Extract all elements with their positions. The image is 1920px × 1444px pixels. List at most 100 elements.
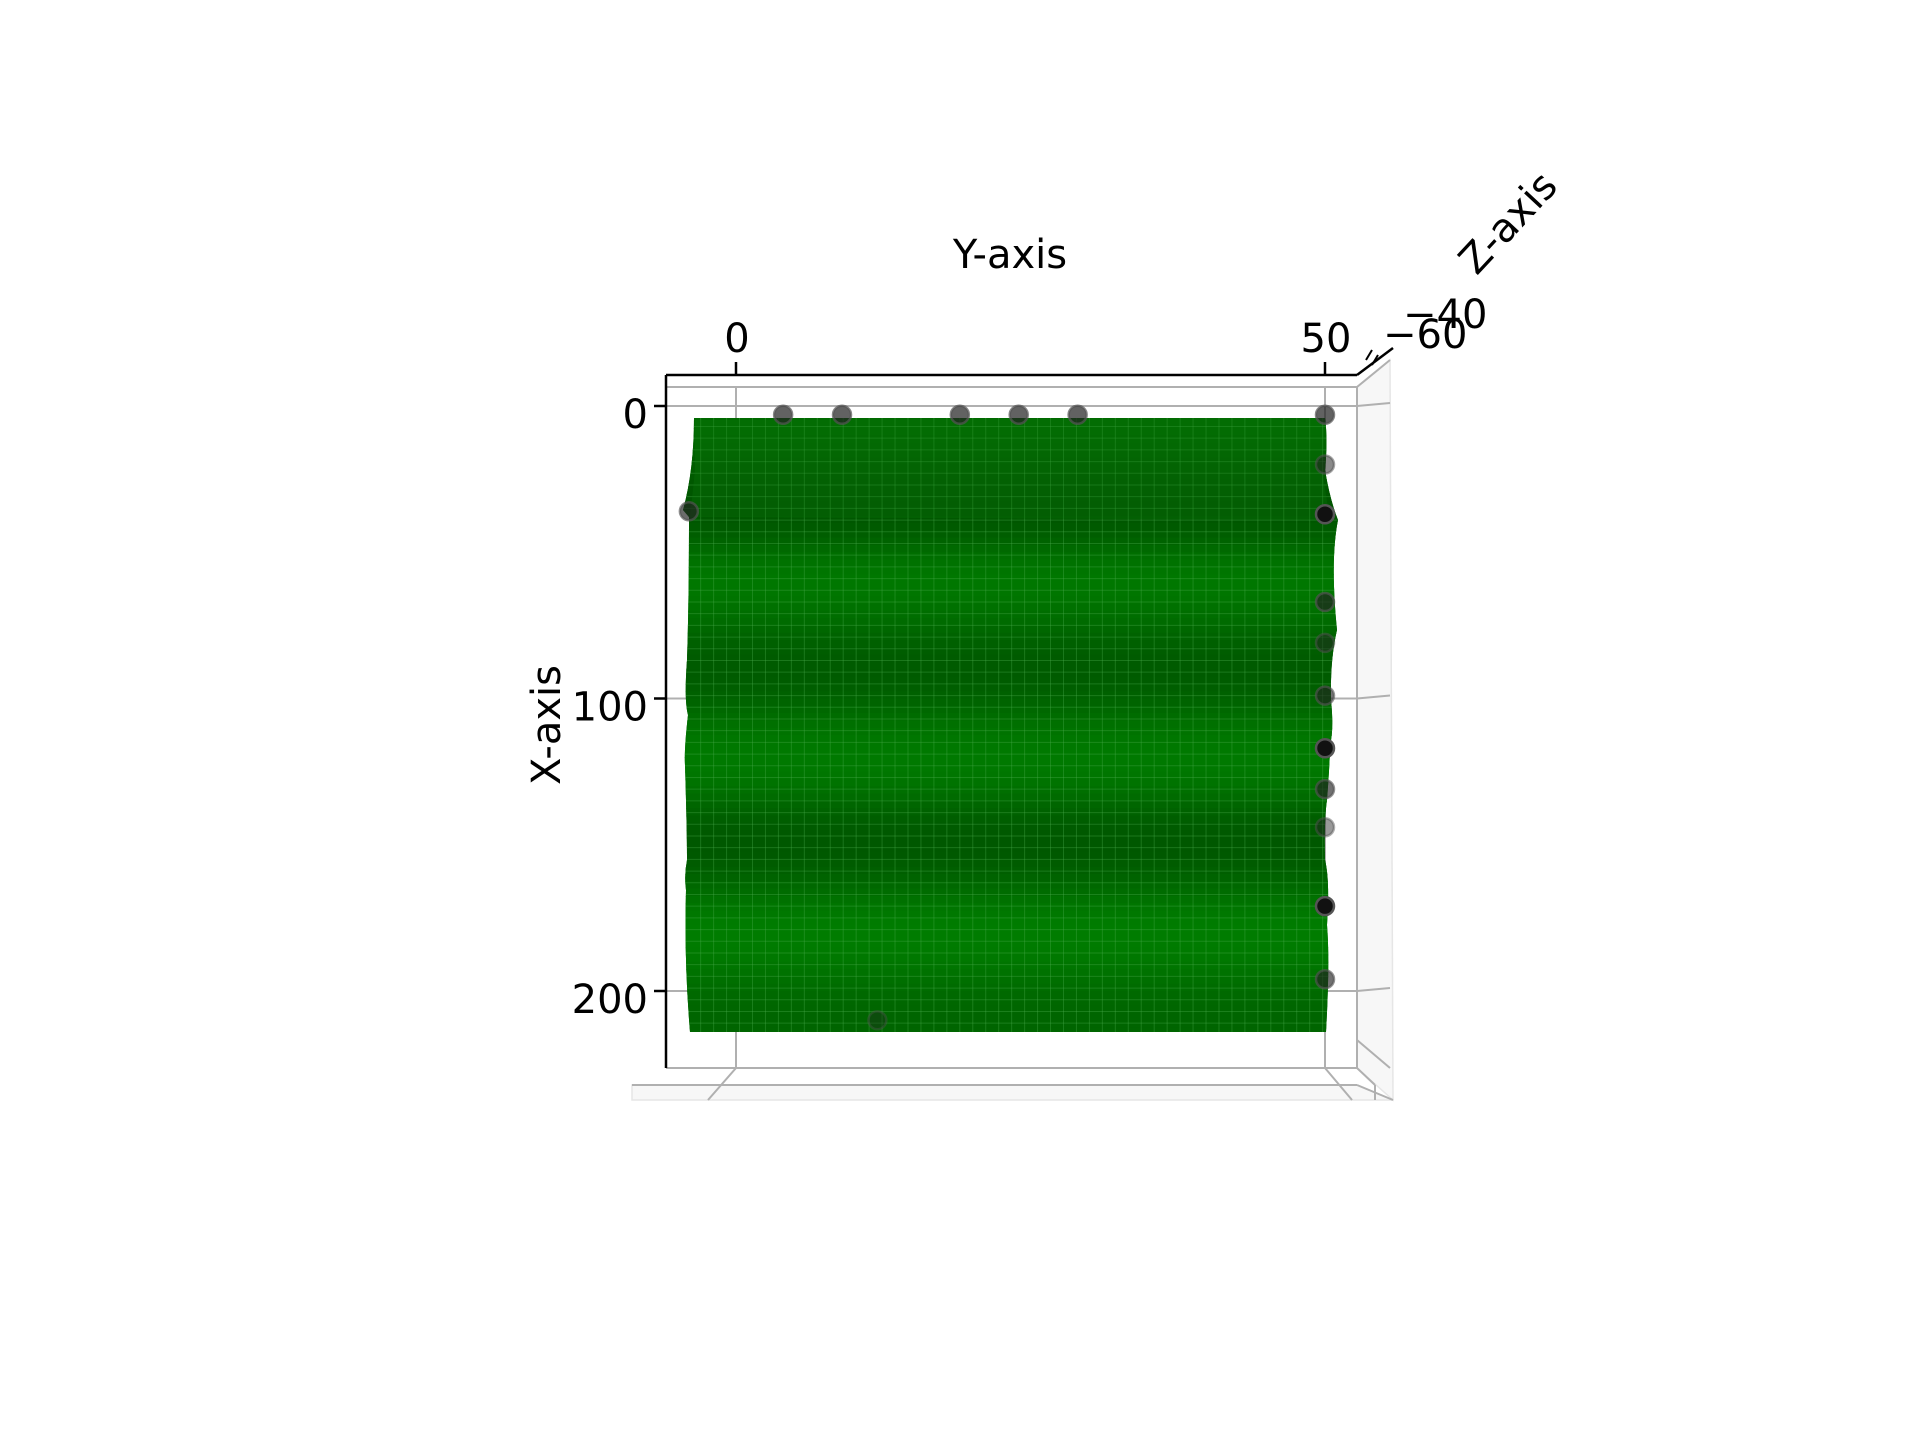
surface-band xyxy=(683,464,1338,473)
scatter-series-front xyxy=(678,404,1336,1031)
surface-band xyxy=(683,559,1338,568)
surface-band xyxy=(683,969,1338,978)
scatter-point xyxy=(1314,737,1336,759)
surface-band xyxy=(683,961,1338,971)
surface-band xyxy=(683,610,1338,620)
scatter-point xyxy=(1314,591,1336,613)
surface-band xyxy=(683,574,1338,583)
surface-band xyxy=(683,683,1338,693)
box-edge xyxy=(1356,1039,1391,1069)
scatter-point xyxy=(1314,404,1336,426)
box-edge xyxy=(1324,1067,1353,1101)
box-edge xyxy=(1356,1067,1376,1086)
surface-band xyxy=(683,552,1338,561)
surface-band xyxy=(683,888,1338,897)
surface-band xyxy=(683,917,1338,927)
surface-band xyxy=(683,625,1338,634)
surface-band xyxy=(683,991,1338,1000)
surface-band xyxy=(683,822,1338,832)
surface-band xyxy=(683,442,1338,451)
surface-band xyxy=(683,874,1338,883)
surface-band xyxy=(683,998,1338,1007)
scatter-point xyxy=(1314,969,1336,990)
z-tick xyxy=(1371,354,1379,366)
surface-band xyxy=(683,808,1338,817)
tick-labels: 0 100 200 0 50 −40−60 xyxy=(572,292,1488,1023)
surface-band xyxy=(683,530,1338,539)
surface-band xyxy=(683,852,1338,861)
surface-band xyxy=(683,735,1338,744)
surface-band xyxy=(683,757,1338,766)
surface-band xyxy=(683,661,1338,671)
surface-band xyxy=(683,947,1338,956)
scatter-point xyxy=(831,404,853,426)
z-tick-label: −40 xyxy=(1403,292,1487,338)
surface-band xyxy=(683,654,1338,663)
surface-band xyxy=(683,537,1338,546)
surface-band xyxy=(683,859,1338,868)
surface-band xyxy=(683,457,1338,466)
surface-band xyxy=(680,1050,1350,1058)
surface-band xyxy=(683,925,1338,934)
surface-band xyxy=(683,493,1338,503)
scatter-point xyxy=(1314,632,1336,654)
surface-band xyxy=(683,742,1338,751)
surface-band xyxy=(683,815,1338,824)
scatter-point xyxy=(1314,685,1336,706)
surface-band xyxy=(680,1042,1350,1050)
surface-band xyxy=(683,720,1338,729)
z-pane-gridline xyxy=(1356,402,1391,407)
surface-band xyxy=(683,640,1338,649)
surface-band xyxy=(683,479,1338,488)
surface-band xyxy=(683,471,1338,481)
z-pane-gridline xyxy=(1356,694,1391,700)
surface-band xyxy=(683,939,1338,949)
surface-band xyxy=(683,727,1338,737)
tick-marks xyxy=(654,349,1379,993)
surface-band xyxy=(683,449,1338,459)
surface-band xyxy=(683,427,1338,437)
surface-band xyxy=(683,713,1338,722)
scatter-point xyxy=(1314,454,1336,475)
surface-band xyxy=(683,983,1338,992)
surface-band xyxy=(683,786,1338,795)
surface-band xyxy=(683,515,1338,524)
surface-band xyxy=(683,544,1338,554)
surface-band xyxy=(683,486,1338,495)
surface-band xyxy=(683,910,1338,919)
x-tick-label: 200 xyxy=(572,977,648,1023)
surface-band xyxy=(683,669,1338,678)
surface-band xyxy=(683,830,1338,839)
surface-band xyxy=(683,954,1338,963)
x-tick-label: 0 xyxy=(623,392,648,438)
surface-band xyxy=(683,778,1338,788)
z-tick-label: −60 xyxy=(1383,312,1467,358)
box-edge xyxy=(707,1067,737,1101)
surface-mesh xyxy=(680,418,1350,1058)
surface-band xyxy=(683,420,1338,429)
scatter-point xyxy=(1314,778,1336,800)
surface-band xyxy=(683,603,1338,612)
surface-band xyxy=(683,881,1338,890)
y-tick-label: 50 xyxy=(1301,316,1352,362)
floor-pane xyxy=(631,1084,1394,1101)
x-tick-label: 100 xyxy=(572,685,648,731)
surface-band xyxy=(683,632,1338,641)
scatter-point xyxy=(1314,503,1336,525)
surface-band xyxy=(683,647,1338,656)
surface-band xyxy=(683,895,1338,905)
scatter-point xyxy=(1067,404,1088,426)
y-tick-label: 0 xyxy=(724,316,749,362)
surface-band xyxy=(683,1012,1338,1022)
scatter-point xyxy=(1008,404,1029,426)
scatter-point xyxy=(867,1010,888,1031)
y-axis-label: Y-axis xyxy=(952,232,1067,278)
z-tick xyxy=(1365,349,1373,361)
surface-band xyxy=(683,691,1338,700)
surface-band xyxy=(683,501,1338,510)
z-pane-gridline xyxy=(1356,987,1391,992)
surface-band xyxy=(683,705,1338,715)
surface-top-flap xyxy=(690,418,1330,520)
surface-band xyxy=(683,793,1338,802)
